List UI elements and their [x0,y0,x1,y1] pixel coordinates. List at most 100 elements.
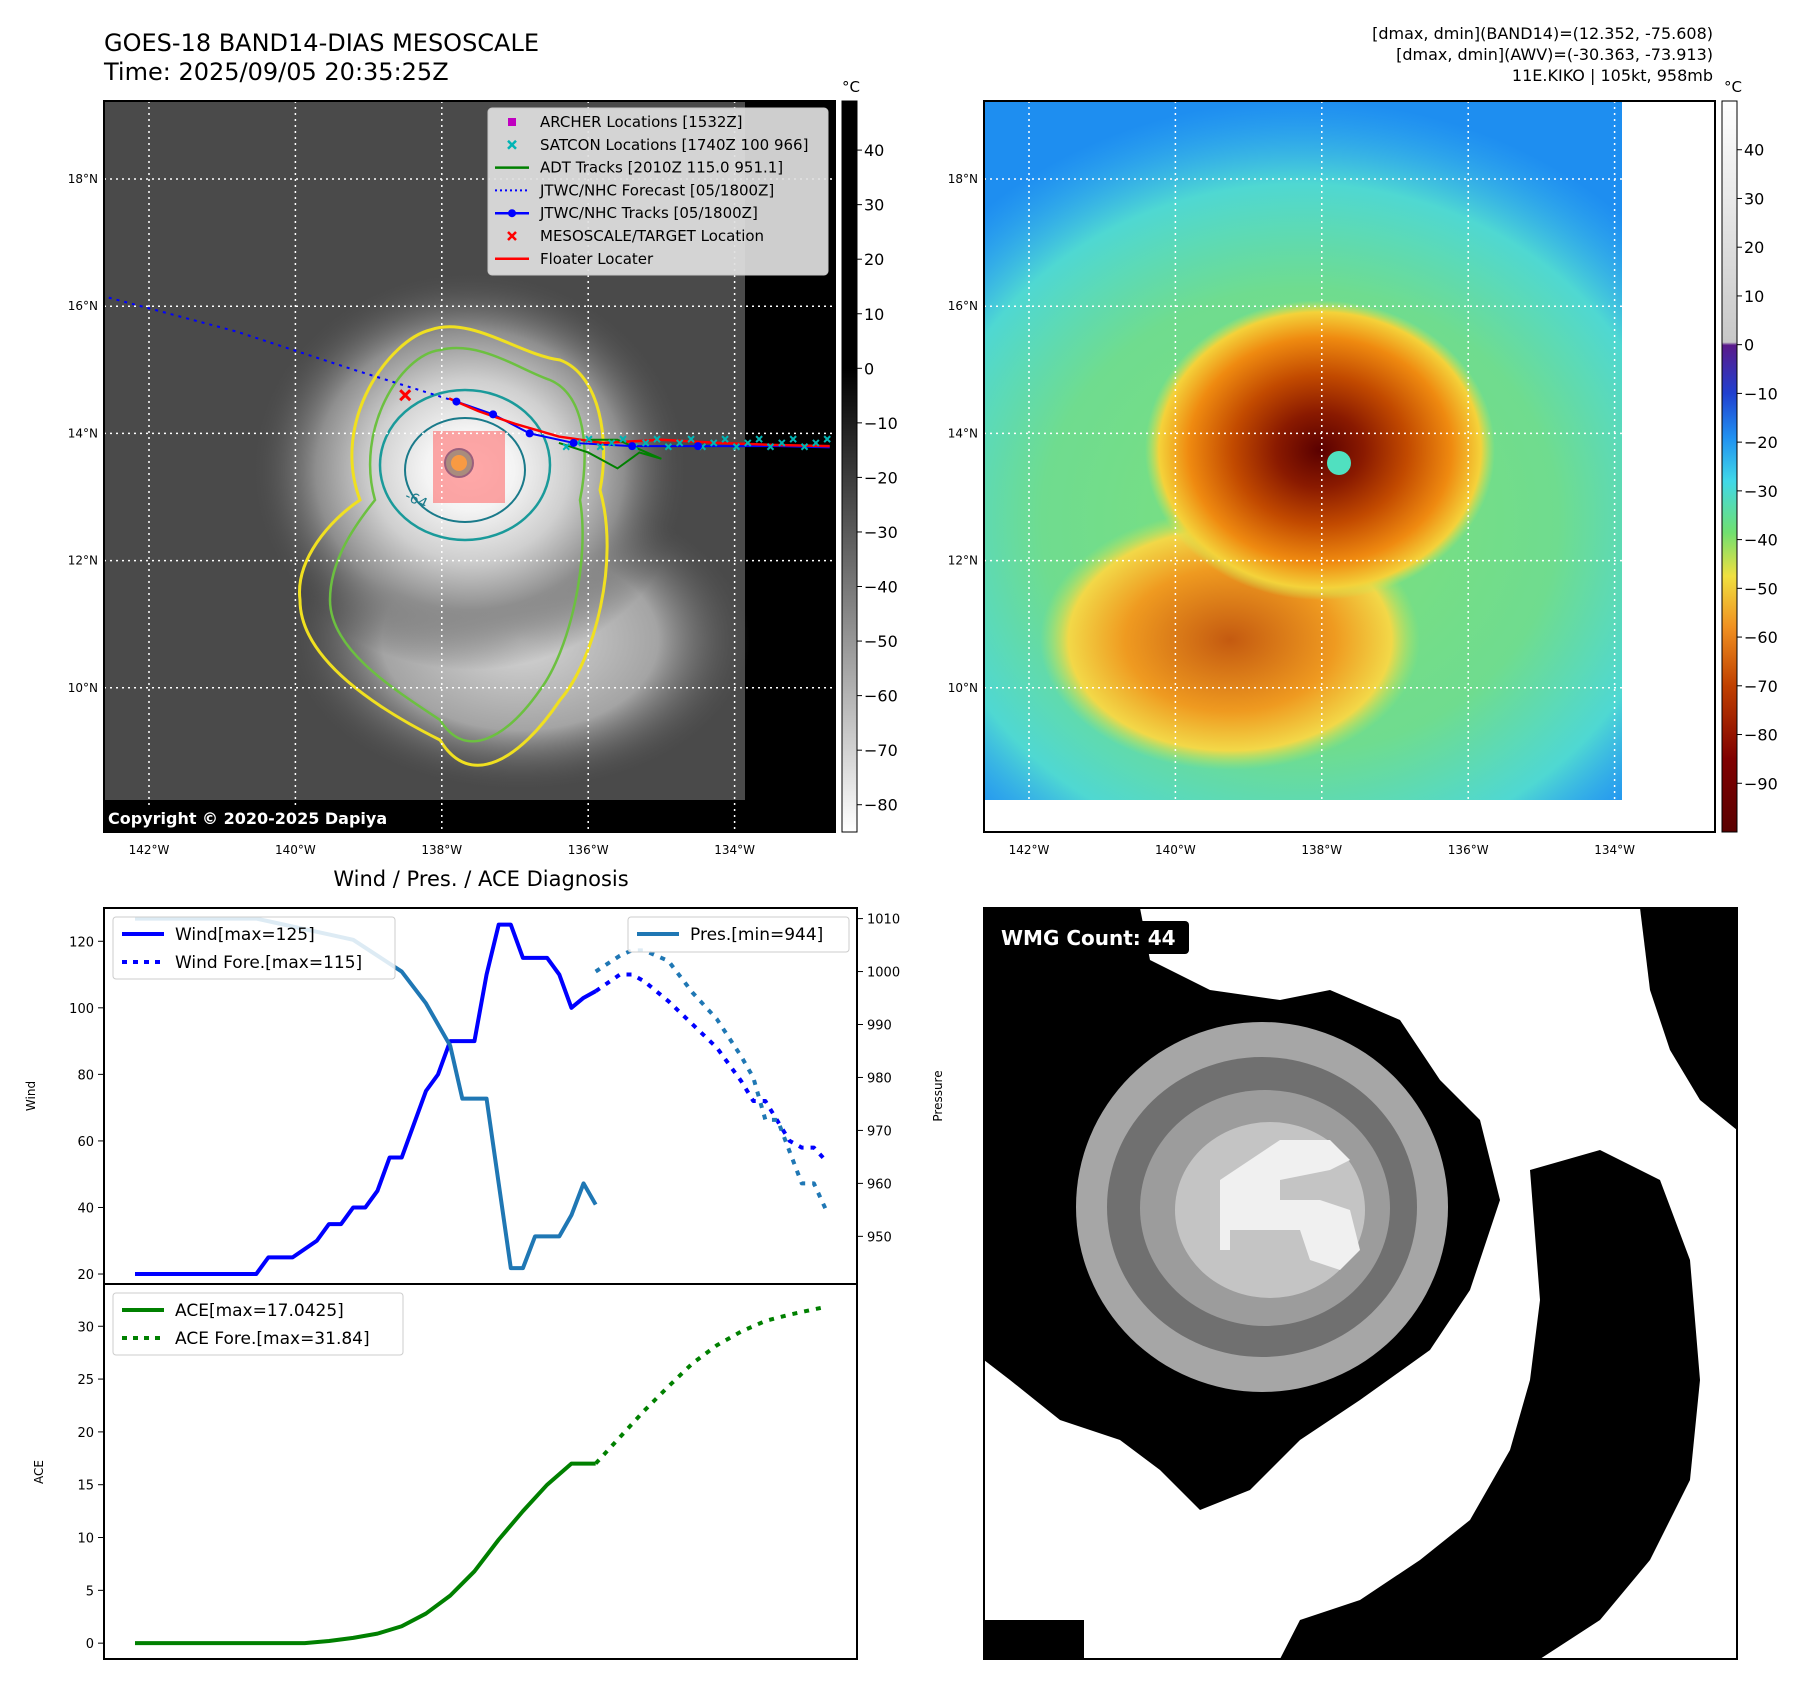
colorbar-tick-label: −60 [864,687,898,706]
colorbar-tick-label: −90 [1744,774,1778,793]
y2-tick-label: 950 [867,1230,892,1245]
satcon-marker [664,443,673,451]
ir-legend-box [487,107,829,276]
wind-pressure-chart: 20 40 60 80 100 120 950 960 970 980 990 1000 1010 W… [24,907,945,1285]
track-dot [452,397,461,406]
colorbar-tick-label: −10 [864,414,898,433]
awv-axis-labels: 18°N 16°N 14°N 12°N 10°N 142°W 140°W 138°W 136°W… [948,172,1635,857]
y2-tick-label: 990 [867,1019,892,1034]
legend-square-marker [508,118,516,126]
y-tick-label: 30 [77,1320,94,1335]
satcon-marker [744,439,752,447]
legend-x-marker [507,231,517,241]
y2-tick-label: 1000 [867,966,900,981]
colorbar-tick-label: −30 [864,523,898,542]
colorbar-tick-label: −50 [864,632,898,651]
colorbar-tick-label: −40 [1744,531,1778,550]
gray-colorbar: °C 40 30 20 10 0 −10 −20 −30 −40 −50 −60 −70 −80 [841,78,898,833]
ir-contour-inner [404,417,526,523]
wind-y-label: Wind [24,1081,38,1111]
legend-label: SATCON Locations [1740Z 100 966] [540,136,808,154]
satcon-marker [755,435,763,443]
ir-legend: ARCHER Locations [1532Z] SATCON Locations… [487,107,829,276]
lon-tick-label: 138°W [421,843,462,857]
wmg-eyewall [1220,1140,1360,1270]
satcon-marker [710,439,718,447]
satcon-marker [585,435,593,443]
colorbar-tick-label: 40 [864,141,884,160]
y-tick-label: 0 [86,1637,94,1652]
color-colorbar-bar [1721,100,1738,833]
satcon-marker [721,435,729,443]
awv-no-data-bottom [984,800,1715,832]
color-colorbar: °C 40 30 20 10 0 −10 −20 −30 −40 −50 −60 −70 −80 −90 [1721,78,1778,833]
colorbar-tick-label: 10 [864,305,884,324]
satcon-marker [732,443,741,451]
colorbar-tick-label: 20 [1744,238,1764,257]
satcon-marker [687,435,695,443]
satcon-marker [675,439,684,447]
lat-tick-label: 16°N [948,299,978,313]
color-colorbar-unit: °C [1724,78,1742,96]
figure-title: GOES-18 BAND14-DIAS MESOSCALE [104,29,539,57]
ace-chart: 0 5 10 15 20 25 30 ACE ACE[max=17.0425] ACE Fo… [32,1283,858,1660]
awv-gridlines [984,101,1715,832]
ir-contour-green [328,346,586,743]
pressure-legend: Pres.[min=944] [627,916,850,953]
series-line [135,922,597,1277]
satcon-marker [653,435,661,443]
copyright-text: Copyright © 2020-2025 Dapiya [108,809,387,828]
jtwc-forecast-track [104,295,457,403]
colorbar-tick-label: 0 [864,359,874,378]
y-tick-label: 25 [77,1373,94,1388]
pressure-legend-label: Pres.[min=944] [690,925,823,945]
legend-label: JTWC/NHC Tracks [05/1800Z] [539,204,758,222]
y2-tick-label: 960 [867,1177,892,1192]
lat-tick-label: 10°N [68,681,98,695]
pressure-legend-box [627,916,850,953]
colorbar-tick-label: 40 [1744,141,1764,160]
satcon-marker [596,443,604,451]
target-marker [399,389,412,402]
awv-no-data-strip [1622,101,1715,832]
track-dot [489,410,498,419]
legend-label: Floater Locater [540,250,654,268]
y-tick-label: 20 [77,1426,94,1441]
colorbar-tick-label: 30 [1744,189,1764,208]
colorbar-tick-label: −20 [1744,433,1778,452]
diagnosis-title: Wind / Pres. / ACE Diagnosis [333,867,628,891]
adt-track [558,438,662,470]
satcon-marker [812,439,820,447]
legend-label: ARCHER Locations [1532Z] [540,113,743,131]
ace-y-label: ACE [32,1460,46,1484]
lon-tick-label: 142°W [129,843,170,857]
satcon-marker [619,435,627,443]
gray-colorbar-unit: °C [842,78,860,96]
legend-label: MESOSCALE/TARGET Location [540,227,764,245]
colorbar-tick-label: −20 [864,468,898,487]
wmg-black-bottom-left [984,1620,1084,1659]
series-line [135,1461,596,1646]
wind-legend-label: Wind[max=125] [175,925,315,945]
lat-tick-label: 14°N [948,426,978,440]
track-dot [628,442,637,451]
lon-tick-label: 134°W [1594,843,1635,857]
satcon-marker [607,439,616,447]
satcon-marker [789,435,797,443]
colorbar-tick-label: −60 [1744,628,1778,647]
colorbar-tick-label: 20 [864,250,884,269]
target-x-marker [399,389,412,402]
lon-tick-label: 142°W [1009,843,1050,857]
awv-map-panel [984,101,1715,832]
wmg-panel: WMG Count: 44 [984,908,1737,1659]
awv-eye [1327,451,1351,475]
gray-colorbar-bar [841,100,858,833]
wind-fore-legend-label: Wind Fore.[max=115] [175,953,362,973]
ace-legend-box [112,1292,404,1356]
colorbar-tick-label: −70 [1744,677,1778,696]
wmg-count-box [994,921,1189,954]
series-line [594,948,828,1211]
colorbar-tick-label: −50 [1744,579,1778,598]
colorbar-tick-label: −80 [864,796,898,815]
target-box [433,431,505,503]
